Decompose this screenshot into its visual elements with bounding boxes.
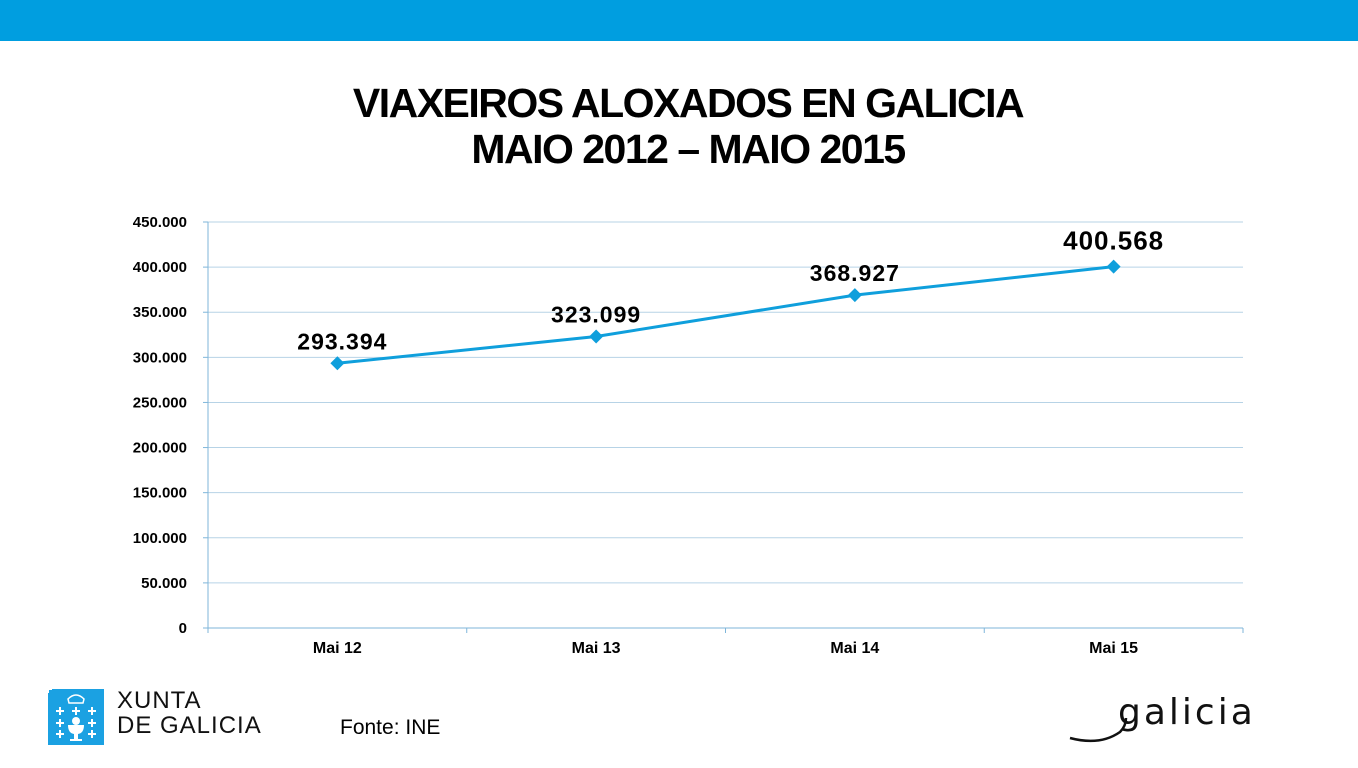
y-tick-label: 250.000 [133, 394, 187, 411]
y-tick-label: 50.000 [141, 575, 187, 592]
data-label: 368.927 [810, 260, 900, 286]
y-tick-label: 450.000 [133, 214, 187, 231]
y-tick-label: 350.000 [133, 304, 187, 321]
data-point-marker [1106, 259, 1121, 274]
series-line [337, 265, 1114, 365]
xunta-logo-line2: DE GALICIA [117, 712, 262, 739]
galicia-logo: galicia [1069, 692, 1256, 743]
x-tick-label: Mai 15 [1089, 640, 1138, 657]
xunta-logo-text: XUNTA DE GALICIA [117, 688, 262, 738]
y-tick-label: 400.000 [133, 259, 187, 276]
chart-title-line1: VIAXEIROS ALOXADOS EN GALICIA [352, 80, 1025, 126]
x-tick-label: Mai 13 [572, 640, 621, 657]
chart-title-line2: MAIO 2012 – MAIO 2015 [471, 126, 906, 172]
top-banner [0, 0, 1358, 41]
galicia-logo-text: galicia [1118, 692, 1256, 733]
y-tick-label: 0 [179, 620, 187, 637]
x-tick-label: Mai 14 [830, 640, 879, 657]
xunta-emblem-icon [44, 685, 104, 745]
data-label: 323.099 [551, 301, 641, 327]
data-point-marker [847, 288, 862, 303]
y-tick-label: 300.000 [133, 349, 187, 366]
data-point-marker [330, 356, 345, 371]
y-tick-label: 100.000 [133, 530, 187, 547]
y-tick-label: 200.000 [133, 440, 187, 457]
y-tick-label: 150.000 [133, 485, 187, 502]
data-point-marker [589, 329, 604, 344]
data-label: 400.568 [1063, 226, 1164, 256]
x-tick-label: Mai 12 [313, 640, 362, 657]
source-note: Fonte: INE [340, 716, 441, 739]
data-label: 293.394 [297, 328, 387, 354]
xunta-logo-line1: XUNTA [117, 687, 202, 714]
